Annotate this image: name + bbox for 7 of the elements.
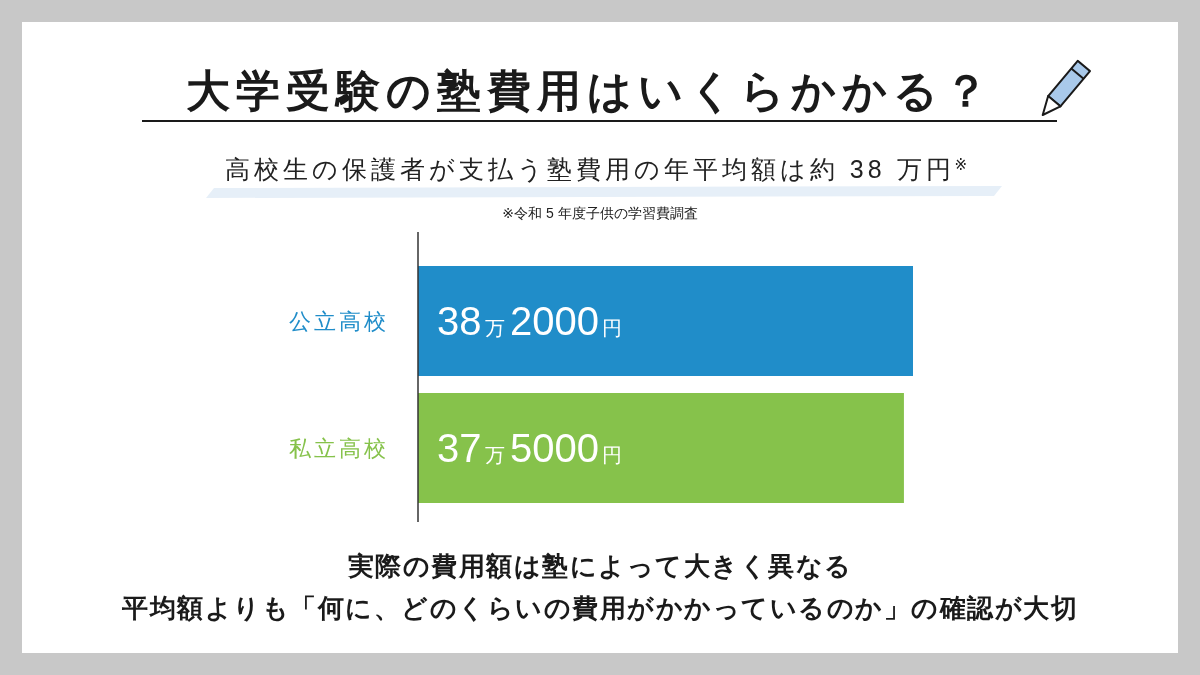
category-label: 私立高校 <box>289 436 389 461</box>
annotation: 平均額よりも「何に、どのくらいの費用がかかっているのか」の確認が大切 <box>122 593 1078 623</box>
title: 大学受験の塾費用はいくらかかる？ <box>186 66 994 115</box>
annotation: 実際の費用額は塾によって大きく異なる <box>347 551 853 581</box>
subtitle: 高校生の保護者が支払う塾費用の年平均額は約 38 万円$^{※}$ <box>224 155 972 183</box>
category-label: 公立高校 <box>289 309 389 334</box>
annotation: ※令和 5 年度子供の学習費調査 <box>502 205 698 221</box>
